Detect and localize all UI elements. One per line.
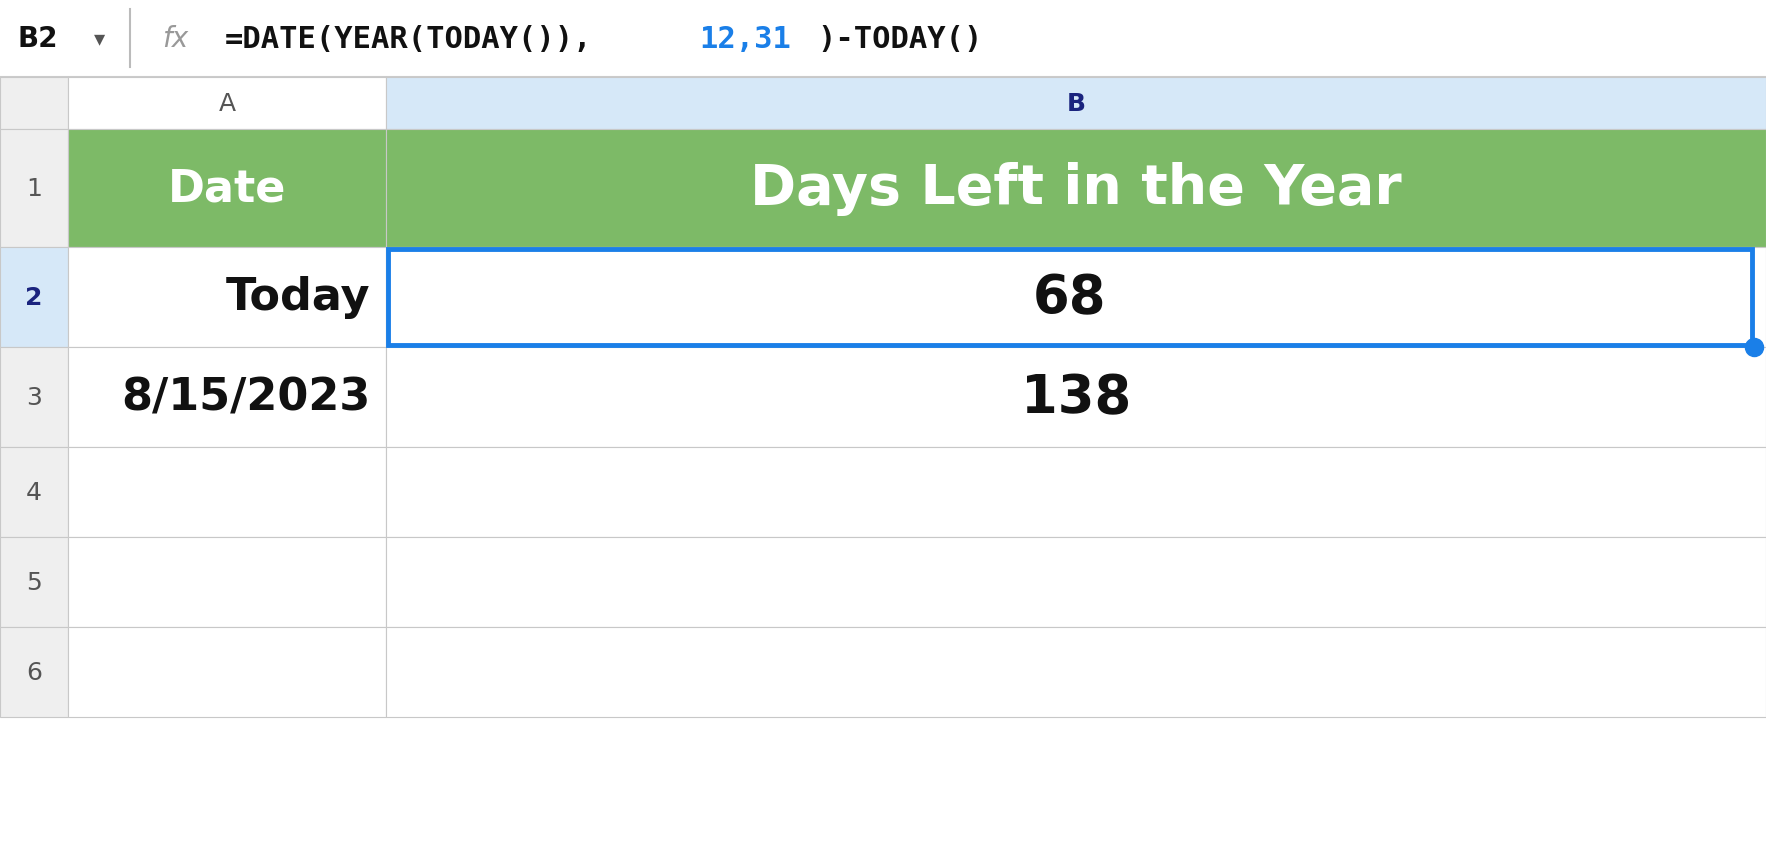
Text: 2: 2 (25, 286, 42, 310)
Bar (69, 78, 387, 130)
Bar (387, 448, 1766, 537)
Bar (69, 537, 387, 627)
Text: 1: 1 (26, 177, 42, 200)
Text: 8/15/2023: 8/15/2023 (120, 376, 371, 419)
Bar (69, 347, 387, 448)
Text: )-TODAY(): )-TODAY() (818, 25, 984, 54)
Bar (387, 247, 1766, 347)
Bar (69, 627, 387, 717)
Text: Days Left in the Year: Days Left in the Year (751, 162, 1402, 216)
Bar (69, 247, 387, 347)
Bar (389, 249, 1752, 345)
Bar (387, 537, 1766, 627)
Bar (387, 347, 1766, 448)
Bar (0, 130, 69, 247)
Text: B: B (1067, 92, 1086, 116)
Bar (0, 537, 69, 627)
Bar (387, 627, 1766, 717)
Bar (387, 78, 1766, 130)
Text: 138: 138 (1021, 372, 1132, 423)
Text: 3: 3 (26, 386, 42, 409)
Bar (69, 448, 387, 537)
Bar (0, 247, 69, 347)
Text: Date: Date (168, 167, 286, 210)
Text: 68: 68 (1033, 272, 1107, 323)
Bar (69, 130, 387, 247)
Bar (0, 347, 69, 448)
Bar (0, 448, 69, 537)
Text: B2: B2 (18, 25, 58, 53)
Text: A: A (219, 92, 235, 116)
Text: fx: fx (162, 25, 187, 53)
Text: 6: 6 (26, 660, 42, 684)
Text: =DATE(YEAR(TODAY()),: =DATE(YEAR(TODAY()), (224, 25, 593, 54)
Text: 12,31: 12,31 (699, 25, 791, 54)
Bar (387, 130, 1766, 247)
Bar (0, 78, 69, 130)
Text: 5: 5 (26, 571, 42, 595)
Text: 4: 4 (26, 480, 42, 504)
Bar (0, 0, 1766, 78)
Bar (0, 627, 69, 717)
Text: ▾: ▾ (94, 29, 106, 49)
Text: Today: Today (226, 276, 371, 319)
